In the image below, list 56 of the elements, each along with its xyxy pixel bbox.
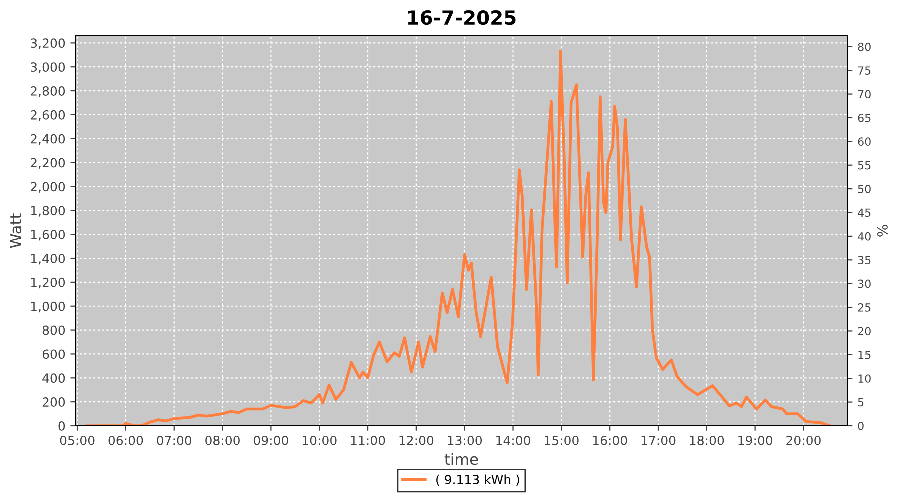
- y-tick-label: 200: [42, 398, 66, 407]
- y2-tick-label: 30: [858, 280, 871, 288]
- y2-tick-label: 35: [858, 256, 871, 265]
- y-tick-label: 2,800: [31, 86, 66, 98]
- x-tick-label: 16:00: [593, 436, 628, 446]
- x-tick-label: 15:00: [545, 436, 579, 446]
- y-tick-label: 2,400: [31, 134, 66, 146]
- x-tick-label: 13:00: [448, 436, 482, 446]
- y-tick-label: 0: [58, 421, 66, 431]
- y-tick-label: 3,000: [31, 62, 66, 74]
- x-tick-label: 18:00: [690, 436, 724, 446]
- y-tick-label: 1,600: [31, 230, 66, 241]
- y2-tick-label: 15: [858, 351, 871, 360]
- x-tick-label: 08:00: [206, 436, 240, 446]
- y2-tick-label: 0: [858, 422, 864, 430]
- y2-tick-label: 75: [858, 66, 871, 75]
- x-tick-label: 10:00: [302, 436, 337, 446]
- y2-axis-title: %: [877, 225, 888, 237]
- x-tick-label: 14:00: [496, 436, 530, 446]
- y2-tick-label: 20: [858, 327, 871, 336]
- y2-tick-label: 10: [858, 374, 871, 383]
- x-tick-label: 17:00: [642, 436, 676, 446]
- y-tick-label: 2,000: [31, 182, 66, 193]
- x-tick-label: 20:00: [786, 436, 821, 446]
- y2-tick-label: 70: [858, 90, 871, 99]
- x-tick-label: 19:00: [738, 436, 773, 446]
- y2-tick-label: 50: [858, 185, 871, 194]
- y2-tick-label: 45: [858, 208, 871, 218]
- y2-tick-label: 55: [858, 161, 871, 170]
- x-tick-label: 05:00: [60, 436, 95, 446]
- x-axis-title: time: [444, 453, 478, 466]
- line-series: [86, 50, 832, 426]
- y2-tick-label: 5: [858, 398, 864, 407]
- x-tick-label: 11:00: [351, 436, 386, 446]
- y2-tick-label: 60: [858, 138, 871, 146]
- y-tick-label: 600: [42, 350, 66, 360]
- x-tick-label: 06:00: [108, 436, 144, 446]
- chart-title: 16-7-2025: [408, 10, 516, 26]
- x-tick-label: 12:00: [400, 436, 434, 446]
- x-tick-label: 09:00: [254, 436, 288, 446]
- y-tick-label: 400: [42, 374, 66, 384]
- y-axis-title: Watt: [10, 214, 22, 248]
- y2-tick-label: 80: [858, 42, 871, 52]
- y-tick-label: 2,600: [31, 110, 66, 122]
- x-tick-label: 07:00: [157, 436, 192, 446]
- y-tick-label: 1,200: [31, 278, 66, 289]
- y2-tick-label: 40: [858, 232, 871, 241]
- y-tick-label: 3,200: [31, 38, 66, 50]
- y-tick-label: 1,800: [31, 206, 66, 217]
- y-tick-label: 2,200: [31, 158, 66, 170]
- y-tick-label: 1,400: [31, 254, 66, 265]
- y-tick-label: 800: [42, 326, 66, 336]
- y2-tick-label: 25: [858, 304, 871, 312]
- y2-tick-label: 65: [858, 114, 871, 122]
- legend-label: ( 9.113 kWh ): [436, 474, 520, 486]
- y-tick-label: 1,000: [31, 302, 66, 313]
